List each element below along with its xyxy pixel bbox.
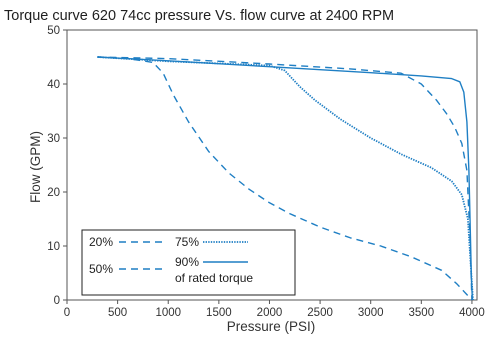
series-line-50pct (97, 56, 473, 301)
legend: 20% 50% 75% 90% of rated torque (81, 229, 296, 296)
x-tick-label: 3500 (409, 307, 435, 319)
y-tick-label: 10 (47, 241, 60, 253)
x-axis-label: Pressure (PSI) (227, 319, 316, 334)
y-tick-label: 40 (47, 79, 60, 91)
x-tick-label: 3000 (358, 307, 384, 319)
legend-label-50: 50% (89, 262, 113, 276)
x-tick-label: 2000 (257, 307, 283, 319)
x-tick-label: 1000 (155, 307, 181, 319)
y-tick-label: 20 (47, 187, 60, 199)
x-tick-label: 0 (64, 307, 70, 319)
y-axis-label: Flow (GPM) (28, 131, 43, 203)
legend-label-75: 75% (175, 235, 199, 249)
legend-box (81, 229, 296, 296)
x-tick-label: 4000 (459, 307, 485, 319)
plot-frame (66, 29, 478, 301)
series-lines (97, 56, 474, 301)
series-line-20pct (97, 56, 473, 301)
series-line-90pct (97, 56, 474, 301)
y-tick-label: 30 (47, 133, 60, 145)
x-tick-label: 1500 (206, 307, 232, 319)
legend-label-20: 20% (89, 235, 113, 249)
chart-title: Torque curve 620 74cc pressure Vs. flow … (4, 8, 394, 24)
x-tick-label: 500 (108, 307, 127, 319)
axes (63, 29, 478, 304)
legend-note: of rated torque (175, 271, 253, 285)
y-tick-label: 50 (47, 25, 60, 37)
y-tick-label: 0 (54, 295, 60, 307)
x-tick-label: 2500 (307, 307, 333, 319)
tick-labels: 0 500 1000 1500 2000 2500 3000 3500 4000 0 10 20 30 4… (47, 25, 485, 319)
legend-label-90: 90% (175, 255, 199, 269)
